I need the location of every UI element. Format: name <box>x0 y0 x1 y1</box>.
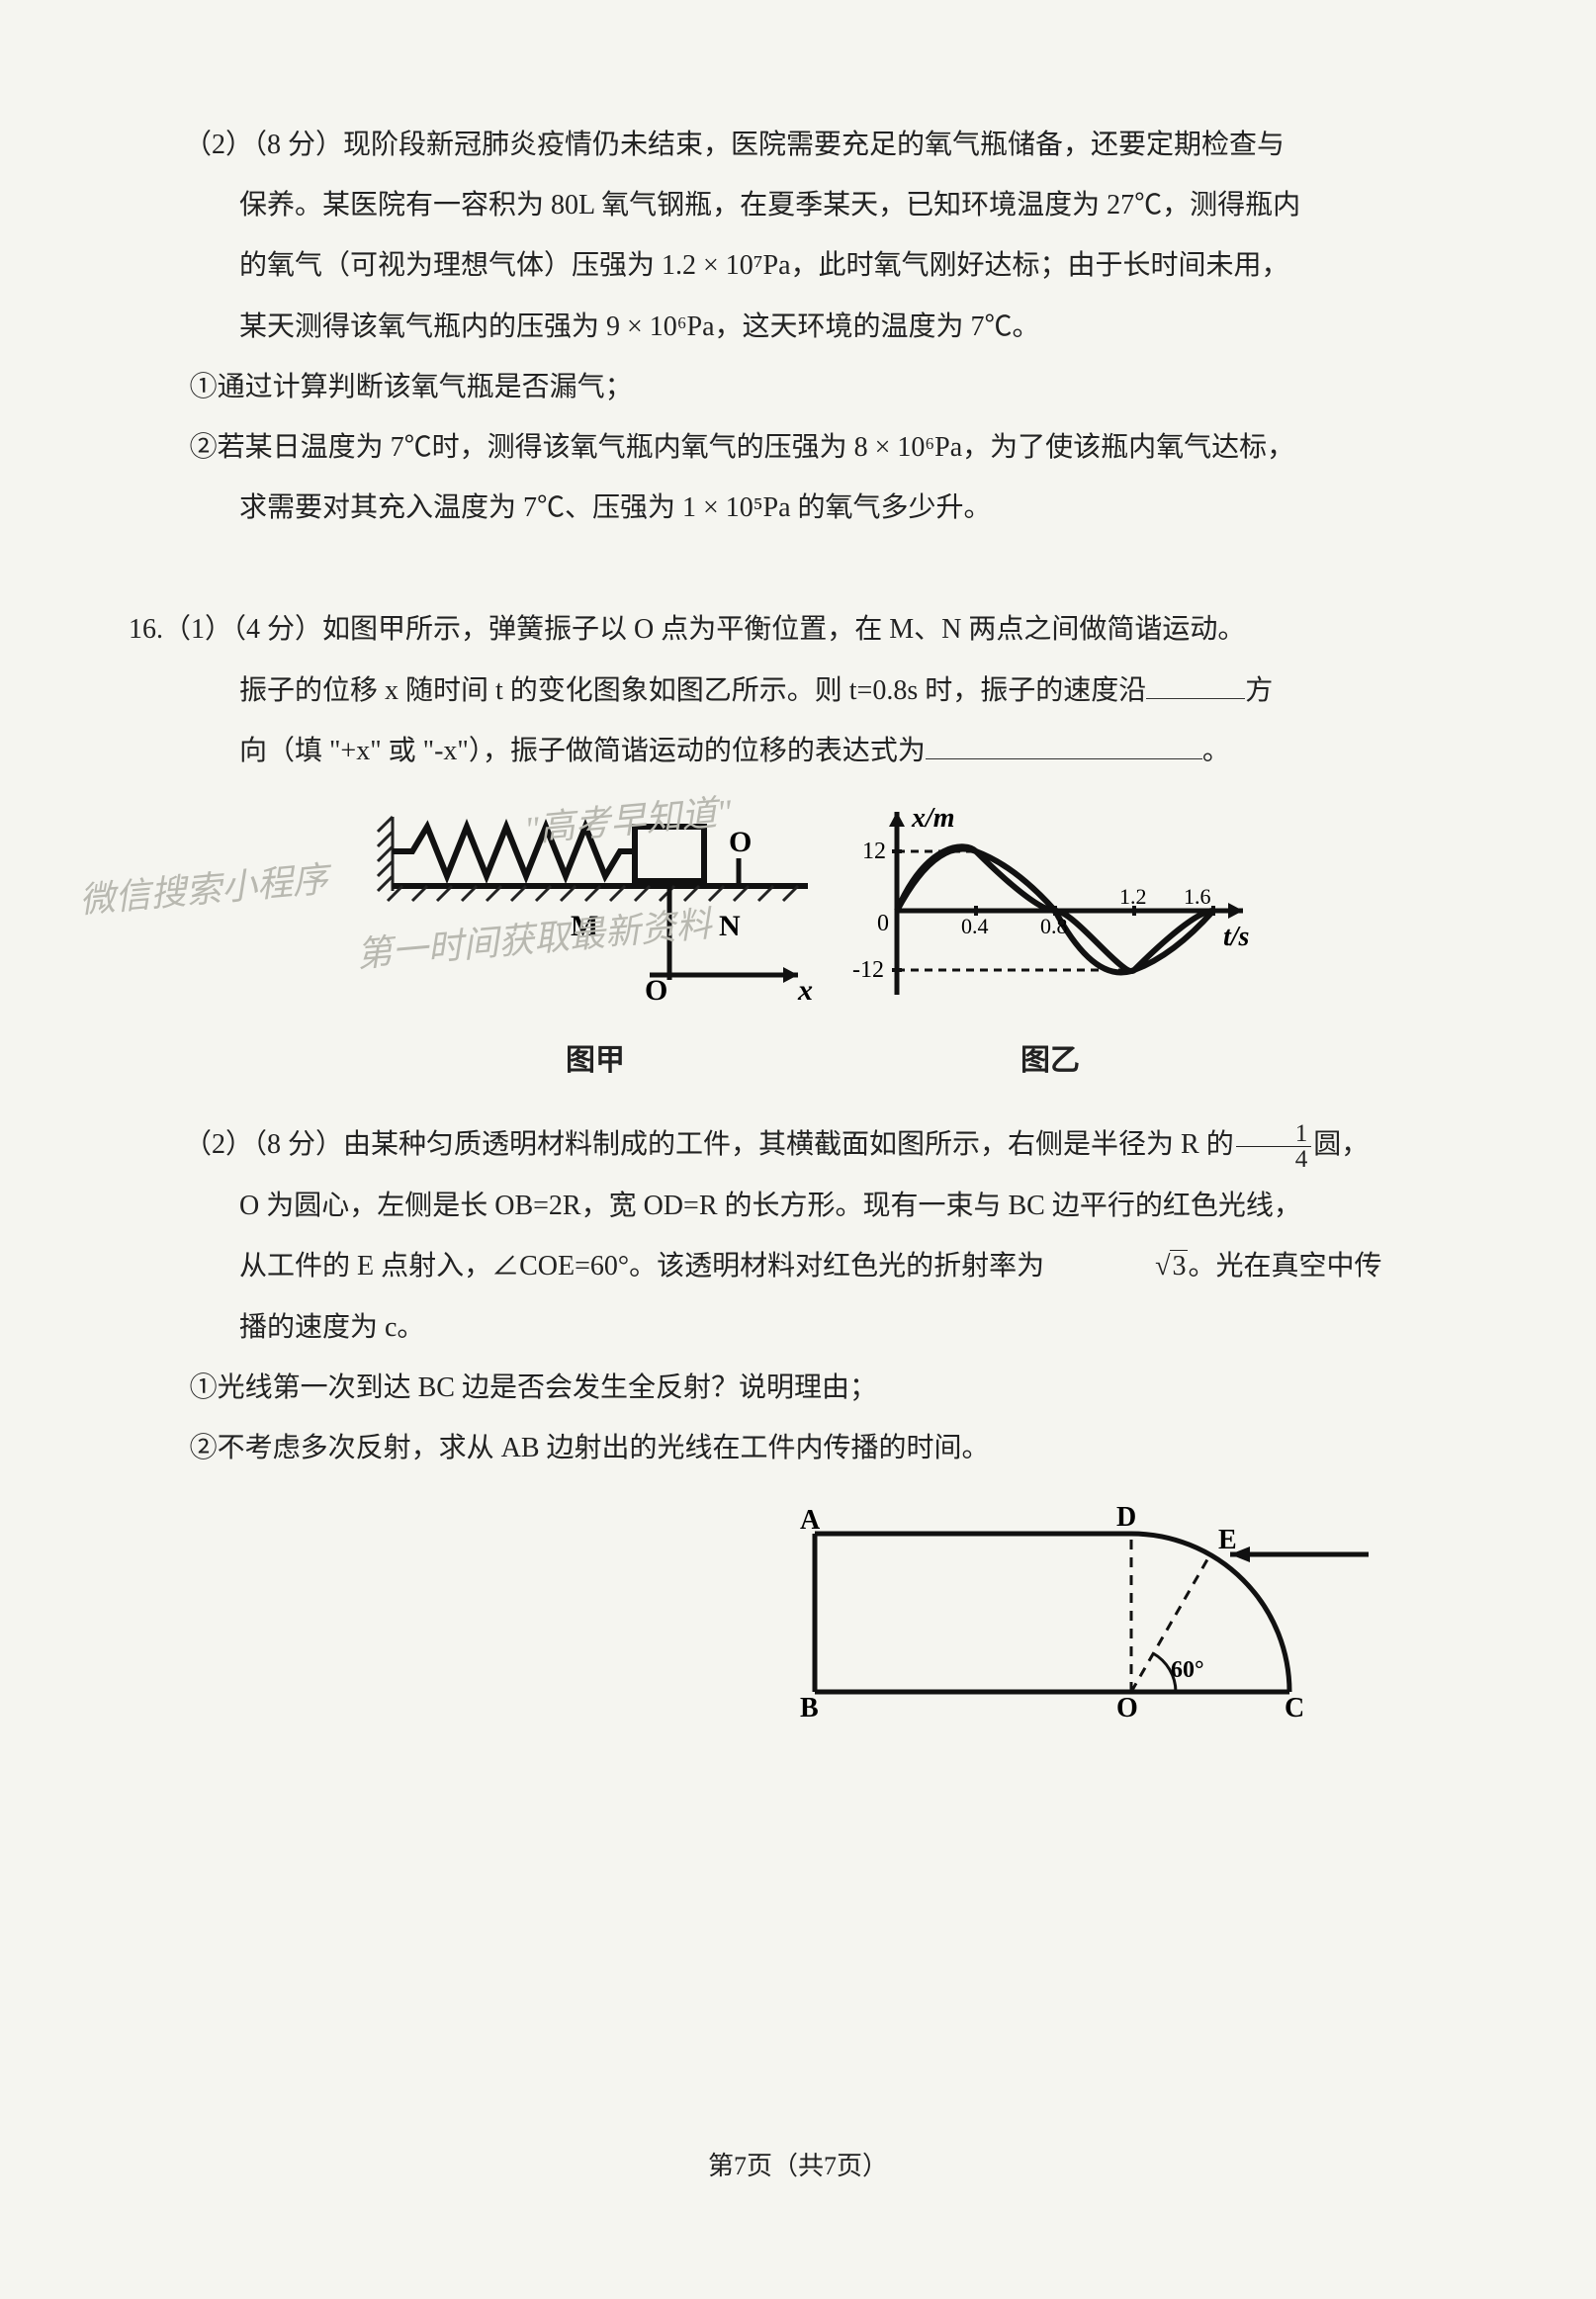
q16-1-line1: 16.（1）（4 分）如图甲所示，弹簧振子以 O 点为平衡位置，在 M、N 两点… <box>129 603 1467 656</box>
q16-1-line3: 向（填 "+x" 或 "-x"），振子做简谐运动的位移的表达式为。 <box>129 725 1467 777</box>
label-O-bottom: O <box>645 974 667 1007</box>
label-D: D <box>1116 1502 1136 1533</box>
label-N: N <box>719 910 741 942</box>
page-footer: 第7页（共7页） <box>0 2142 1596 2190</box>
q15-2-sub2a: ②若某日温度为 7℃时，测得该氧气瓶内氧气的压强为 8 × 10⁶Pa，为了使该… <box>129 421 1467 474</box>
q16-2-line4: 播的速度为 c。 <box>129 1301 1467 1354</box>
figure-yi-container: x/m t/s 12 0 -12 0.4 0.8 1.2 1.6 图乙 <box>838 797 1263 1089</box>
label-E: E <box>1218 1525 1237 1555</box>
figure-jia-container: O M N O x 图甲 <box>373 797 818 1089</box>
q15-2-line3: 的氧气（可视为理想气体）压强为 1.2 × 10⁷Pa，此时氧气刚好达标；由于长… <box>129 239 1467 292</box>
q15-2-sub1: ①通过计算判断该氧气瓶是否漏气； <box>129 361 1467 413</box>
ytick-0: 0 <box>877 911 889 936</box>
xtick-16: 1.6 <box>1184 884 1211 909</box>
q15-2-sub2b: 求需要对其充入温度为 7℃、压强为 1 × 10⁵Pa 的氧气多少升。 <box>129 482 1467 534</box>
q15-2-line4: 某天测得该氧气瓶内的压强为 9 × 10⁶Pa，这天环境的温度为 7℃。 <box>129 301 1467 353</box>
q16-2-line2: O 为圆心，左侧是长 OB=2R，宽 OD=R 的长方形。现有一束与 BC 边平… <box>129 1180 1467 1232</box>
figure-yi-label: 图乙 <box>838 1032 1263 1089</box>
q15-2-prefix: （2）（8 分） <box>184 130 343 160</box>
q15-2-line2: 保养。某医院有一容积为 80L 氧气钢瓶，在夏季某天，已知环境温度为 27℃，测… <box>129 179 1467 231</box>
figure-yi-svg: x/m t/s 12 0 -12 0.4 0.8 1.2 1.6 <box>838 797 1263 1024</box>
label-M: M <box>571 910 598 942</box>
label-angle: 60° <box>1171 1657 1204 1683</box>
label-ts: t/s <box>1223 922 1250 952</box>
sqrt-icon: 3 <box>1044 1240 1188 1292</box>
figure-optics-svg: A B C D E O 60° <box>775 1494 1388 1741</box>
q16-2-line3: 从工件的 E 点射入，∠COE=60°。该透明材料对红色光的折射率为3。光在真空… <box>129 1240 1467 1292</box>
label-A: A <box>800 1505 821 1536</box>
blank-expression <box>926 726 1202 759</box>
q16-1-line2: 振子的位移 x 随时间 t 的变化图象如图乙所示。则 t=0.8s 时，振子的速… <box>129 664 1467 717</box>
figure-jia-svg: O M N O x <box>373 797 818 1024</box>
label-O: O <box>1116 1693 1138 1724</box>
xtick-04: 0.4 <box>961 914 989 938</box>
q15-2-line1: （2）（8 分）现阶段新冠肺炎疫情仍未结束，医院需要充足的氧气瓶储备，还要定期检… <box>129 119 1467 171</box>
label-x: x <box>797 974 813 1007</box>
xtick-12: 1.2 <box>1119 884 1147 909</box>
watermark-1: 微信搜索小程序 <box>76 845 330 934</box>
label-O-top: O <box>729 826 752 858</box>
ytick-12: 12 <box>862 839 886 864</box>
figure-optics-container: A B C D E O 60° <box>129 1494 1467 1741</box>
q16-1-prefix: 16.（1）（4 分） <box>129 614 322 645</box>
figure-jia-label: 图甲 <box>373 1032 818 1089</box>
q16-2-line1: （2）（8 分）由某种匀质透明材料制成的工件，其横截面如图所示，右侧是半径为 R… <box>129 1118 1467 1172</box>
blank-direction <box>1146 665 1245 699</box>
ytick-n12: -12 <box>852 957 884 983</box>
fraction-icon: 14 <box>1236 1121 1312 1172</box>
label-B: B <box>800 1693 819 1724</box>
label-xm: x/m <box>911 803 955 834</box>
q16-2-sub2: ②不考虑多次反射，求从 AB 边射出的光线在工件内传播的时间。 <box>129 1422 1467 1474</box>
figure-row: 微信搜索小程序 "高考早知道" 第一时间获取最新资料 <box>168 797 1467 1089</box>
label-C: C <box>1285 1693 1304 1724</box>
q16-2-sub1: ①光线第一次到达 BC 边是否会发生全反射？说明理由； <box>129 1362 1467 1414</box>
xtick-08: 0.8 <box>1040 914 1068 938</box>
q16-2-prefix: （2）（8 分） <box>184 1129 343 1160</box>
